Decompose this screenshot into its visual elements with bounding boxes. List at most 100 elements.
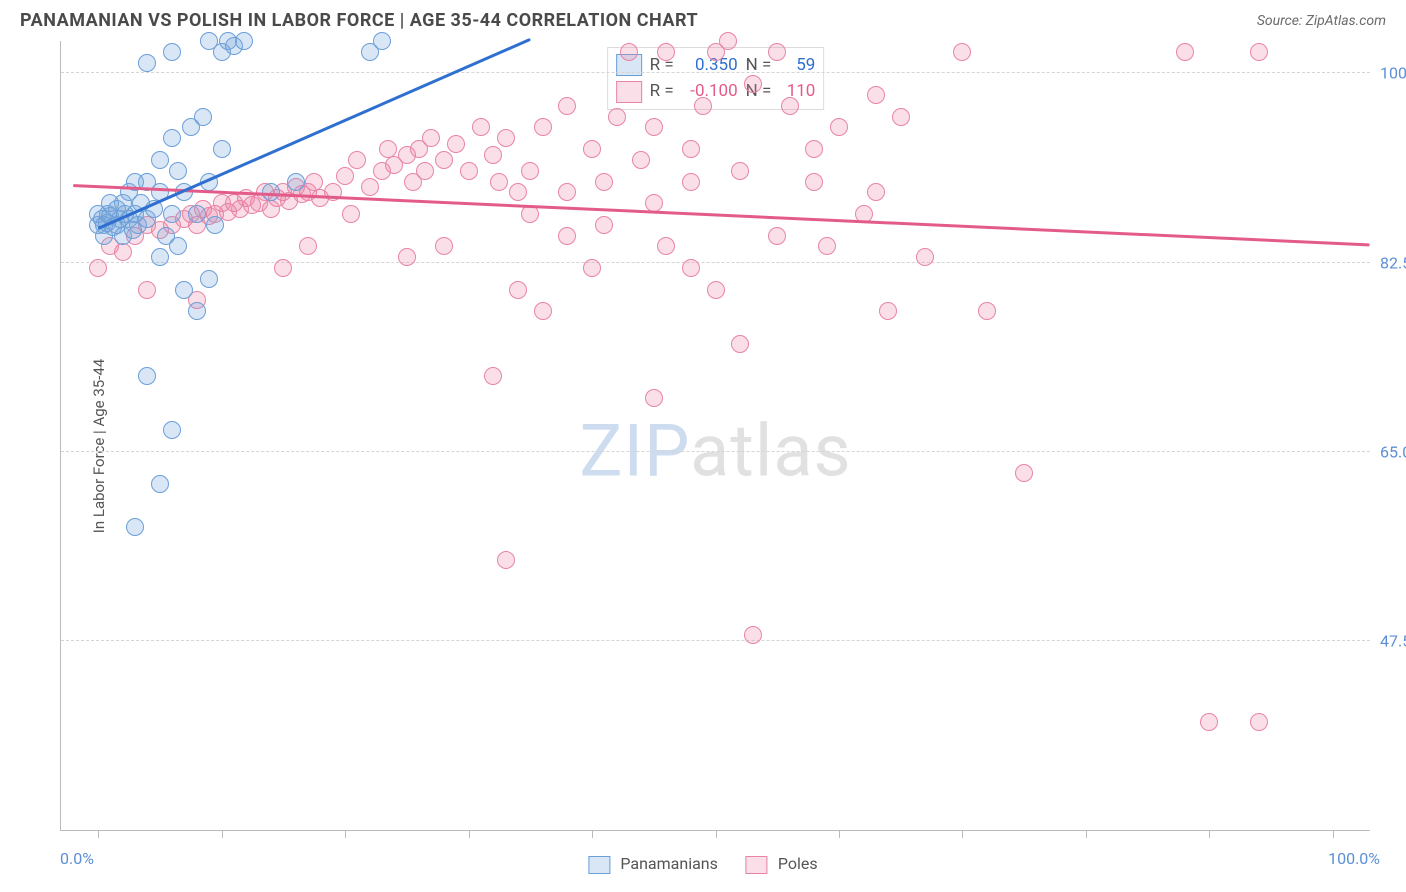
data-point-panamanians [213,140,231,158]
data-point-poles [583,140,601,158]
grid-line [61,451,1370,452]
data-point-poles [768,43,786,61]
data-point-poles [497,551,515,569]
data-point-poles [138,281,156,299]
data-point-poles [645,118,663,136]
data-point-poles [867,183,885,201]
data-point-poles [657,237,675,255]
data-point-poles [484,146,502,164]
data-point-poles [978,302,996,320]
data-point-poles [472,118,490,136]
x-tick [839,830,840,838]
data-point-poles [744,75,762,93]
data-point-poles [608,108,626,126]
x-tick [592,830,593,838]
data-point-poles [336,167,354,185]
data-point-panamanians [169,162,187,180]
data-point-poles [694,97,712,115]
data-point-poles [830,118,848,136]
data-point-panamanians [151,248,169,266]
data-point-poles [114,243,132,261]
x-tick [469,830,470,838]
data-point-poles [558,97,576,115]
legend-item-poles: Poles [746,854,818,874]
data-point-poles [342,205,360,223]
data-point-poles [583,259,601,277]
data-point-poles [460,162,478,180]
mini-swatch-poles [746,856,768,874]
data-point-poles [299,237,317,255]
data-point-poles [731,162,749,180]
x-tick [222,830,223,838]
data-point-poles [892,108,910,126]
data-point-poles [484,367,502,385]
data-point-poles [805,140,823,158]
data-point-poles [447,135,465,153]
data-point-poles [89,259,107,277]
x-axis-max-label: 100.0% [1328,849,1380,868]
data-point-poles [1250,713,1268,731]
data-point-poles [497,129,515,147]
swatch-poles [616,81,642,103]
grid-line [61,640,1370,641]
data-point-poles [879,302,897,320]
grid-line [61,262,1370,263]
x-tick [716,830,717,838]
source-attribution: Source: ZipAtlas.com [1257,13,1386,29]
data-point-poles [348,151,366,169]
data-point-poles [416,162,434,180]
data-point-poles [490,173,508,191]
data-point-panamanians [206,216,224,234]
scatter-chart: ZIPatlas R = 0.350 N = 59 R = -0.100 N =… [60,41,1370,831]
data-point-poles [558,183,576,201]
data-point-panamanians [163,43,181,61]
series-name-poles: Poles [778,854,818,873]
data-point-poles [768,227,786,245]
data-point-panamanians [151,475,169,493]
data-point-poles [274,259,292,277]
data-point-panamanians [175,281,193,299]
mini-swatch-panamanians [588,856,610,874]
data-point-poles [953,43,971,61]
data-point-poles [521,162,539,180]
data-point-poles [509,183,527,201]
data-point-poles [1200,713,1218,731]
data-point-poles [595,173,613,191]
y-tick-label: 82.5% [1380,253,1406,272]
y-tick-label: 65.0% [1380,442,1406,461]
data-point-panamanians [373,32,391,50]
data-point-panamanians [126,518,144,536]
data-point-poles [398,248,416,266]
series-legend: Panamanians Poles [588,854,817,874]
data-point-poles [916,248,934,266]
data-point-poles [719,32,737,50]
data-point-panamanians [163,421,181,439]
data-point-poles [1176,43,1194,61]
data-point-poles [422,129,440,147]
x-tick [1086,830,1087,838]
data-point-poles [682,140,700,158]
x-tick [98,830,99,838]
data-point-poles [657,43,675,61]
data-point-panamanians [163,129,181,147]
data-point-poles [781,97,799,115]
data-point-poles [645,389,663,407]
data-point-panamanians [163,205,181,223]
data-point-poles [744,626,762,644]
data-point-poles [682,173,700,191]
data-point-panamanians [188,205,206,223]
data-point-panamanians [138,367,156,385]
data-point-poles [1015,464,1033,482]
data-point-poles [435,237,453,255]
data-point-poles [558,227,576,245]
data-point-panamanians [200,270,218,288]
y-tick-label: 47.5% [1380,631,1406,650]
x-tick [1333,830,1334,838]
x-tick [1209,830,1210,838]
series-name-panamanians: Panamanians [620,854,718,873]
data-point-poles [534,302,552,320]
data-point-panamanians [194,108,212,126]
n-label: N = [746,52,772,78]
x-tick [345,830,346,838]
data-point-poles [509,281,527,299]
